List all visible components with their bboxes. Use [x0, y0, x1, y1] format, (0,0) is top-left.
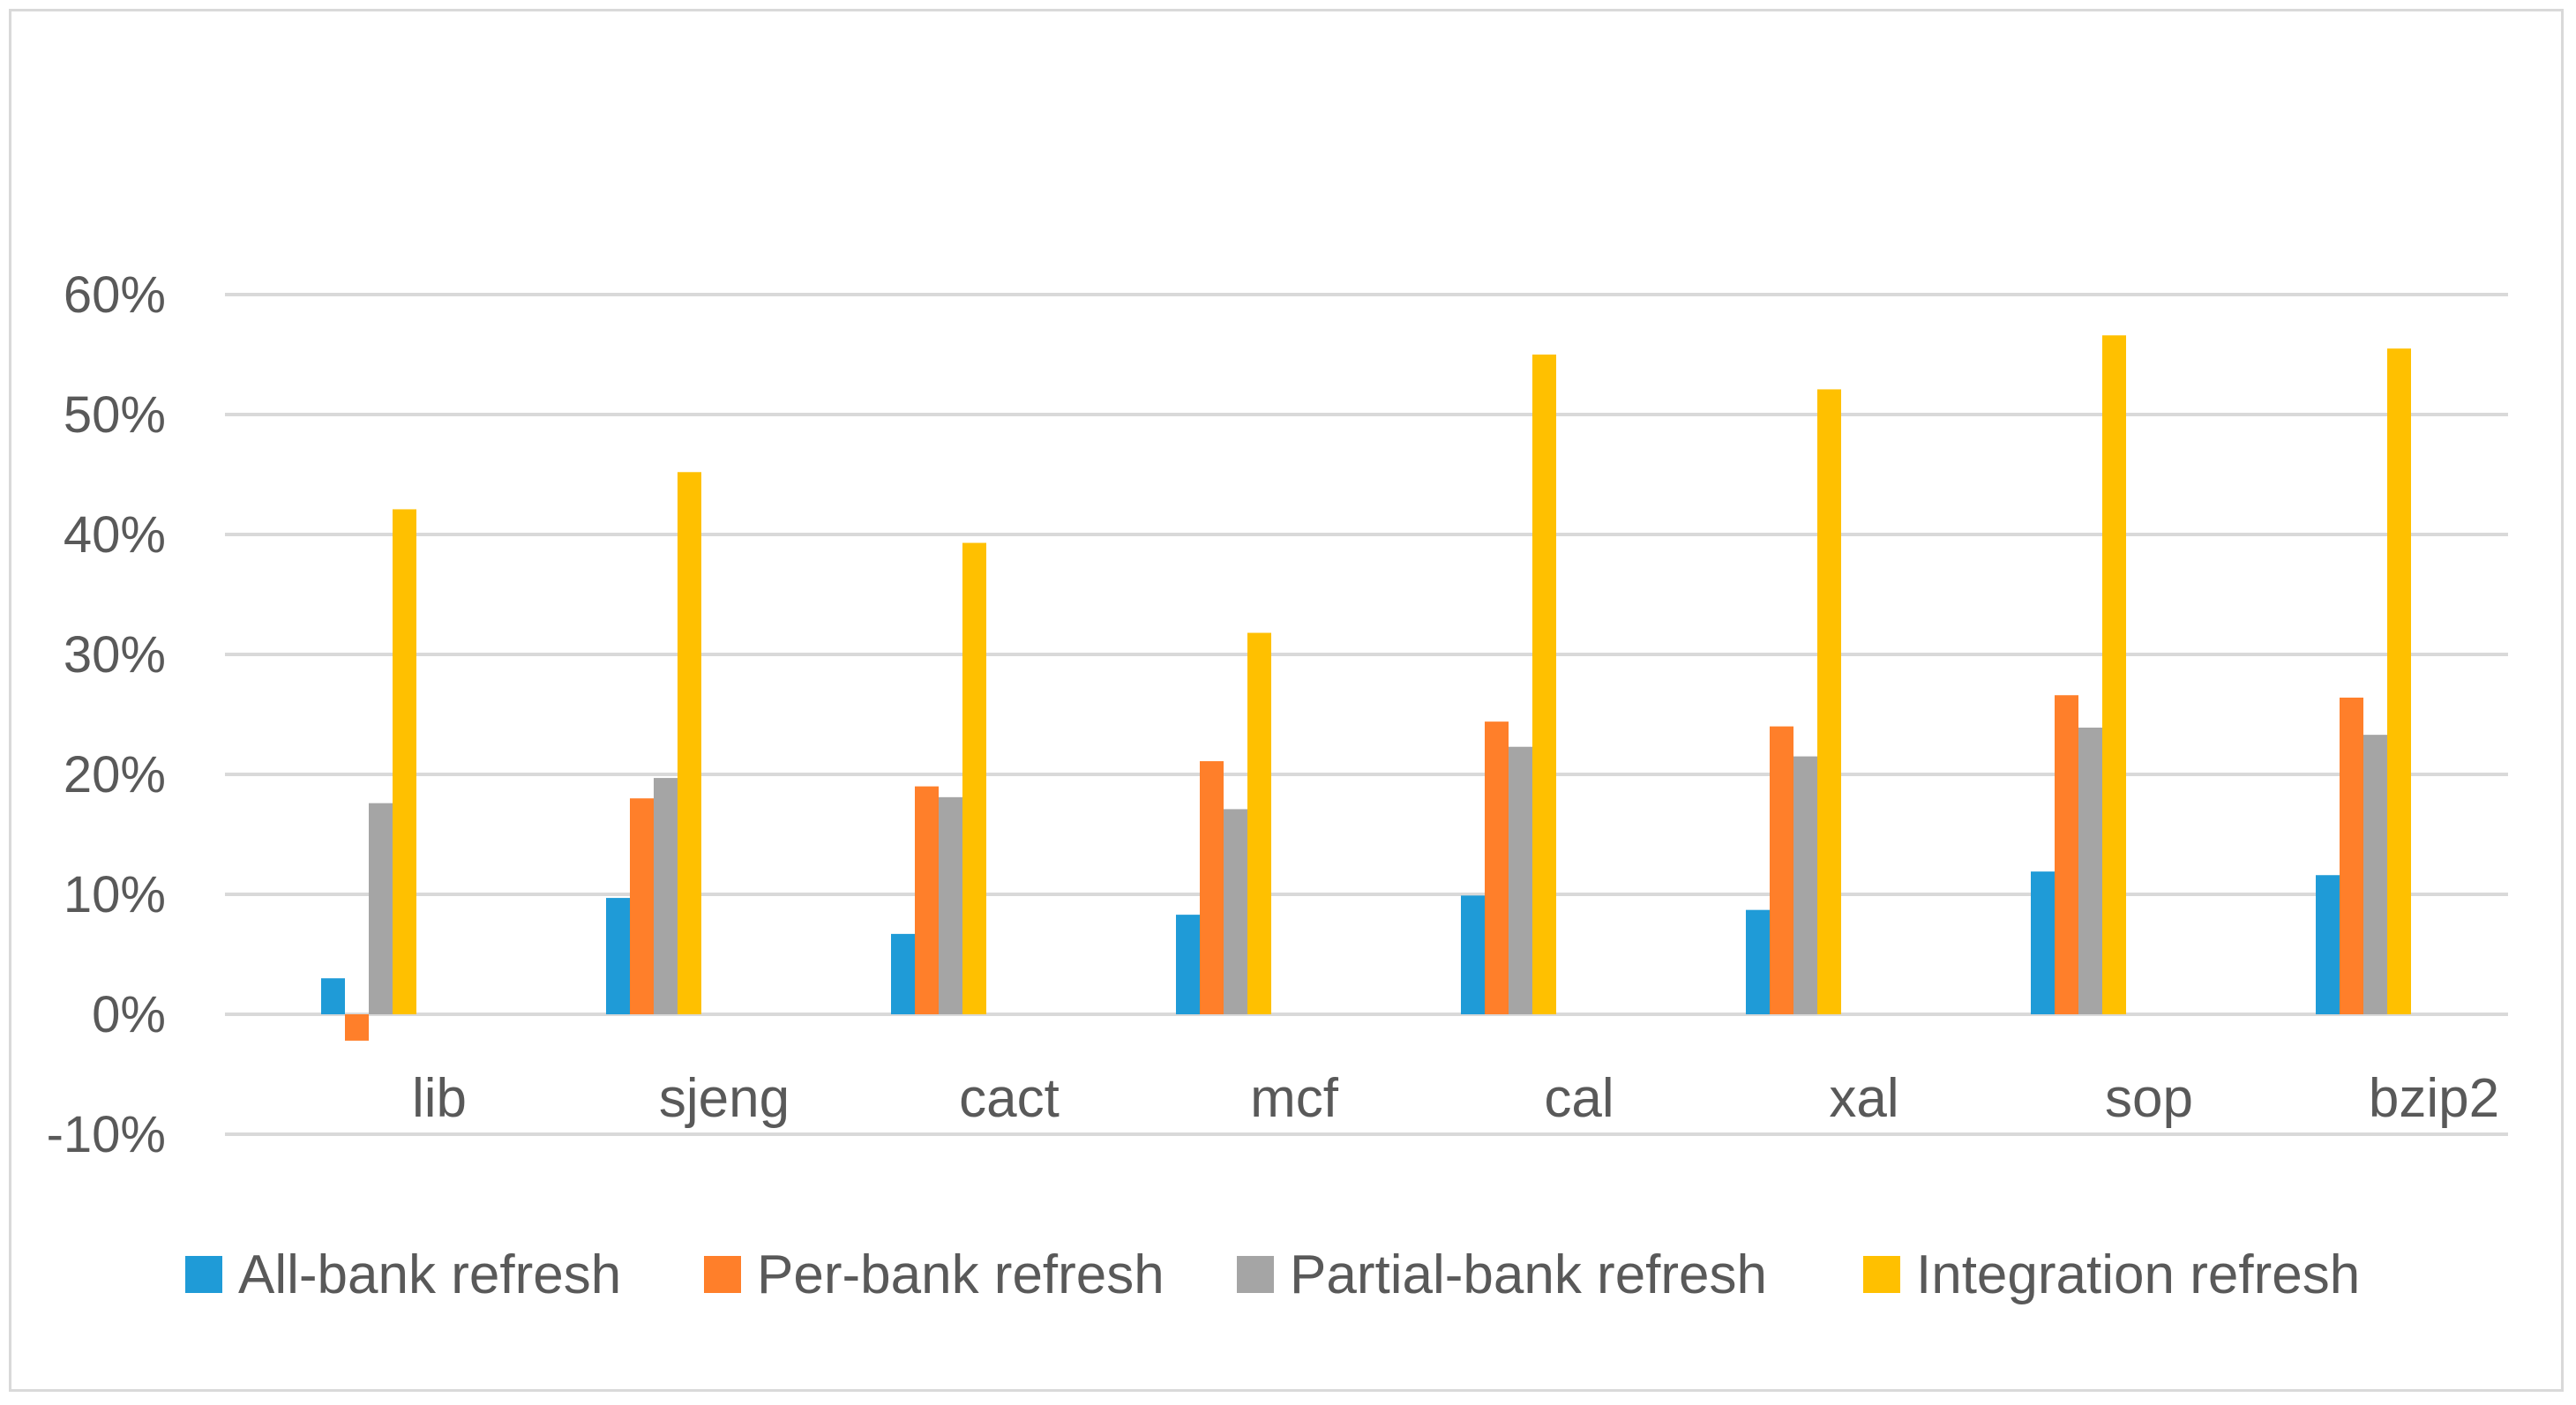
- category-label: cact: [959, 1068, 1060, 1129]
- category-label: lib: [412, 1068, 467, 1129]
- bar-all-bank-refresh-cal: [1461, 895, 1485, 1014]
- bar-partial-bank-refresh-sop: [2078, 727, 2102, 1014]
- bar-all-bank-refresh-sjeng: [606, 898, 630, 1014]
- legend-swatch: [1863, 1256, 1900, 1293]
- category-label: xal: [1829, 1068, 1898, 1129]
- bar-partial-bank-refresh-bzip2: [2363, 735, 2387, 1014]
- bar-partial-bank-refresh-cact: [939, 796, 962, 1014]
- y-tick-label: 60%: [64, 266, 166, 324]
- y-tick-label: 0%: [92, 986, 166, 1043]
- legend-swatch: [1237, 1256, 1274, 1293]
- bar-all-bank-refresh-lib: [321, 978, 345, 1014]
- bars: [321, 335, 2411, 1041]
- bar-integration-refresh-sop: [2102, 335, 2126, 1014]
- bar-partial-bank-refresh-cal: [1509, 746, 1532, 1014]
- legend-label: Per-bank refresh: [757, 1244, 1164, 1305]
- category-label: sop: [2105, 1068, 2193, 1129]
- legend-label: All-bank refresh: [238, 1244, 621, 1305]
- bar-all-bank-refresh-mcf: [1176, 915, 1200, 1014]
- bar-partial-bank-refresh-sjeng: [654, 778, 678, 1014]
- bar-partial-bank-refresh-xal: [1793, 756, 1817, 1014]
- bar-all-bank-refresh-bzip2: [2316, 875, 2340, 1014]
- bar-all-bank-refresh-cact: [891, 933, 915, 1014]
- y-tick-label: 40%: [64, 506, 166, 564]
- y-tick-label: 50%: [64, 386, 166, 444]
- bar-partial-bank-refresh-lib: [369, 803, 393, 1014]
- bar-integration-refresh-lib: [393, 509, 416, 1014]
- category-label: sjeng: [659, 1068, 790, 1129]
- bar-all-bank-refresh-sop: [2031, 871, 2055, 1014]
- bar-per-bank-refresh-lib: [345, 1014, 369, 1041]
- bar-integration-refresh-mcf: [1247, 632, 1271, 1014]
- bar-all-bank-refresh-xal: [1746, 909, 1770, 1014]
- legend-swatch: [704, 1256, 741, 1293]
- y-tick-label: 30%: [64, 626, 166, 684]
- legend-label: Integration refresh: [1916, 1244, 2360, 1305]
- legend-label: Partial-bank refresh: [1290, 1244, 1767, 1305]
- y-tick-label: 10%: [64, 866, 166, 923]
- bar-integration-refresh-xal: [1817, 389, 1841, 1014]
- bar-per-bank-refresh-bzip2: [2340, 697, 2363, 1014]
- category-label: bzip2: [2369, 1068, 2499, 1129]
- category-label: mcf: [1250, 1068, 1339, 1129]
- bar-per-bank-refresh-sjeng: [630, 798, 654, 1014]
- legend: All-bank refresh Per-bank refresh Partial-…: [185, 1244, 2360, 1305]
- bar-integration-refresh-cal: [1532, 355, 1556, 1014]
- bar-per-bank-refresh-xal: [1770, 726, 1793, 1014]
- bar-per-bank-refresh-cact: [915, 786, 939, 1014]
- category-label: cal: [1544, 1068, 1614, 1129]
- gridlines: [225, 293, 2508, 1136]
- y-tick-label: 20%: [64, 746, 166, 803]
- bar-integration-refresh-bzip2: [2387, 348, 2411, 1014]
- category-labels: lib sjeng cact mcf cal xal sop bzip2: [412, 1068, 2499, 1129]
- legend-swatch: [185, 1256, 222, 1293]
- bar-integration-refresh-sjeng: [678, 472, 701, 1014]
- y-tick-label: -10%: [47, 1106, 166, 1163]
- bar-per-bank-refresh-mcf: [1200, 761, 1224, 1014]
- bar-per-bank-refresh-sop: [2055, 695, 2078, 1014]
- bar-per-bank-refresh-cal: [1485, 721, 1509, 1014]
- chart-frame: [9, 9, 2564, 1392]
- bar-partial-bank-refresh-mcf: [1224, 809, 1247, 1014]
- bar-integration-refresh-cact: [962, 542, 986, 1014]
- y-axis-tick-labels: -10% 0% 10% 20% 30% 40% 50% 60%: [47, 266, 166, 1163]
